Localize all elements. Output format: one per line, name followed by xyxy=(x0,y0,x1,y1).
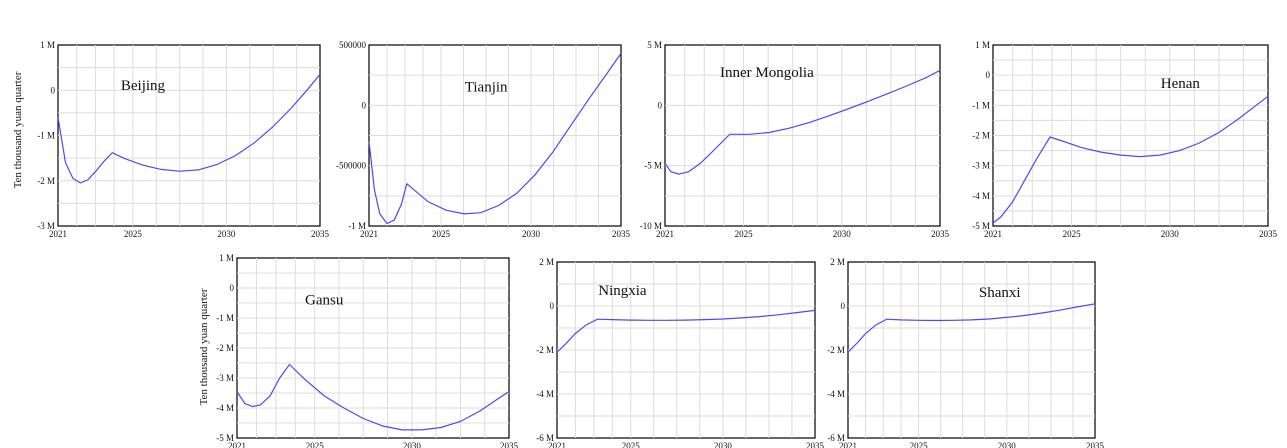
x-tick-label: 2035 xyxy=(806,441,825,448)
y-tick-label: -4 M xyxy=(536,389,554,399)
x-tick-label: 2035 xyxy=(311,229,330,239)
y-tick-label: -5 M xyxy=(644,161,662,171)
series-line xyxy=(57,74,321,184)
x-tick-label: 2025 xyxy=(622,441,641,448)
x-tick-label: 2025 xyxy=(1063,229,1082,239)
x-tick-label: 2021 xyxy=(548,441,566,448)
y-tick-label: 2 M xyxy=(830,257,845,267)
x-tick-label: 2030 xyxy=(714,441,733,448)
x-tick-label: 2035 xyxy=(1259,229,1278,239)
y-tick-label: 5 M xyxy=(647,40,662,50)
y-tick-label: -4 M xyxy=(216,403,234,413)
x-tick-label: 2030 xyxy=(522,229,541,239)
y-tick-label: -3 M xyxy=(37,221,55,231)
panel-label: Ningxia xyxy=(598,283,647,299)
x-tick-label: 2030 xyxy=(998,441,1017,448)
panel-shanxi: 2021 2025 2030 2035 2 M 0 -2 M -4 M -6 M Shanxi xyxy=(827,257,1104,448)
x-tick-label: 2030 xyxy=(217,229,236,239)
y-tick-label: 0 xyxy=(841,301,846,311)
y-tick-label: -10 M xyxy=(640,221,662,231)
y-tick-label: -3 M xyxy=(972,161,990,171)
panel-beijing: 2021 2025 2030 2035 1 M 0 -1 M -2 M -3 M Beijing xyxy=(37,40,329,239)
panel-label: Beijing xyxy=(121,78,166,94)
y-tick-label: -5 M xyxy=(972,221,990,231)
y-tick-label: 0 xyxy=(362,100,367,110)
x-tick-label: 2025 xyxy=(910,441,929,448)
x-tick-label: 2025 xyxy=(432,229,451,239)
x-tick-label: 2035 xyxy=(612,229,631,239)
y-tick-label: -2 M xyxy=(827,345,845,355)
panel-henan: 2021 2025 2030 2035 1 M 0 -1 M -2 M -3 M -4 M -5 M… xyxy=(972,40,1277,239)
y-tick-label: 0 xyxy=(986,70,991,80)
y-tick-label: 0 xyxy=(550,301,555,311)
panel-label: Gansu xyxy=(305,292,344,308)
series-line xyxy=(664,69,941,175)
panel-label: Shanxi xyxy=(979,285,1021,301)
y-tick-label: 1 M xyxy=(219,253,234,263)
x-tick-label: 2021 xyxy=(656,229,674,239)
series-line xyxy=(992,95,1269,224)
y-tick-label: -1 M xyxy=(216,313,234,323)
y-tick-label: -2 M xyxy=(536,345,554,355)
y-tick-label: 500000 xyxy=(339,40,367,50)
x-tick-label: 2035 xyxy=(1086,441,1105,448)
series-line xyxy=(847,303,1096,353)
x-tick-label: 2021 xyxy=(360,229,378,239)
y-tick-label: 0 xyxy=(51,85,56,95)
series-line xyxy=(236,363,510,431)
y-tick-label: 0 xyxy=(230,283,235,293)
panel-label: Tianjin xyxy=(465,80,508,96)
y-tick-label: -6 M xyxy=(536,433,554,443)
x-tick-label: 2025 xyxy=(124,229,143,239)
x-tick-label: 2030 xyxy=(403,441,422,448)
series-line xyxy=(368,53,622,225)
y-tick-label: 2 M xyxy=(539,257,554,267)
x-tick-label: 2030 xyxy=(1161,229,1180,239)
y-tick-label: -500000 xyxy=(336,161,366,171)
y-tick-label: -4 M xyxy=(827,389,845,399)
panel-tianjin: 2021 2025 2030 2035 500000 0 -500000 -1 M Tianji… xyxy=(336,40,631,239)
y-tick-label: 0 xyxy=(658,100,663,110)
x-tick-label: 2021 xyxy=(984,229,1002,239)
x-tick-label: 2021 xyxy=(228,441,246,448)
x-tick-label: 2030 xyxy=(833,229,852,239)
x-tick-label: 2035 xyxy=(500,441,519,448)
y-tick-label: -5 M xyxy=(216,433,234,443)
x-tick-label: 2025 xyxy=(306,441,325,448)
y-tick-label: -4 M xyxy=(972,191,990,201)
series-line xyxy=(556,309,816,353)
y-tick-label: -6 M xyxy=(827,433,845,443)
panel-inner-mongolia: 2021 2025 2030 2035 5 M 0 -5 M -10 M Inner Mongo… xyxy=(640,40,950,239)
y-tick-label: -2 M xyxy=(216,343,234,353)
panel-gansu: 2021 2025 2030 2035 1 M 0 -1 M -2 M -3 M -4 M -5 M… xyxy=(216,253,518,448)
x-tick-label: 2021 xyxy=(839,441,857,448)
y-tick-label: -2 M xyxy=(972,131,990,141)
y-tick-label: -1 M xyxy=(348,221,366,231)
x-tick-label: 2035 xyxy=(931,229,950,239)
panel-ningxia: 2021 2025 2030 2035 2 M 0 -2 M -4 M -6 M Ningxia xyxy=(536,257,824,448)
y-axis-label-top: Ten thousand yuan quarter xyxy=(12,71,24,188)
y-tick-label: -3 M xyxy=(216,373,234,383)
y-tick-label: -2 M xyxy=(37,176,55,186)
panel-label: Henan xyxy=(1161,76,1201,92)
y-tick-label: -1 M xyxy=(37,131,55,141)
x-tick-label: 2021 xyxy=(49,229,67,239)
y-axis-label-bottom: Ten thousand yuan quarter xyxy=(198,288,210,405)
y-tick-label: -1 M xyxy=(972,100,990,110)
panel-label: Inner Mongolia xyxy=(720,65,814,81)
x-tick-label: 2025 xyxy=(735,229,754,239)
y-tick-label: 1 M xyxy=(40,40,55,50)
y-tick-label: 1 M xyxy=(975,40,990,50)
